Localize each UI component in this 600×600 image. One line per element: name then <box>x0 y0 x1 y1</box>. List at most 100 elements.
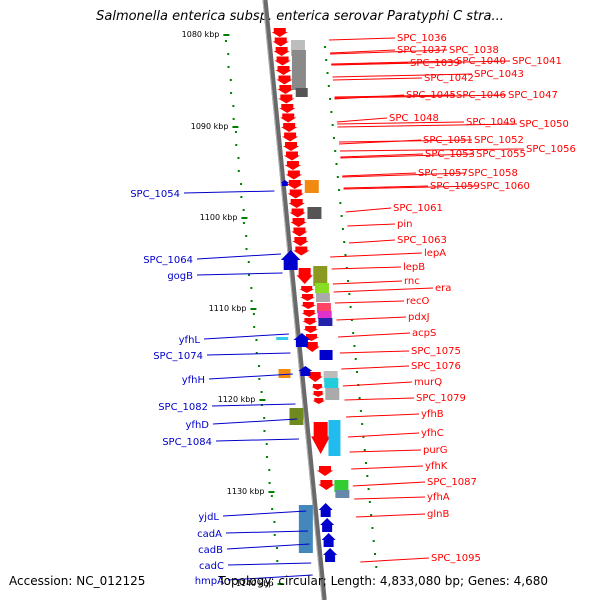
ruler-dot <box>247 261 250 263</box>
gene-label-forward: SPC_1060 <box>480 181 530 192</box>
gene-arrow-forward <box>280 123 298 132</box>
label-leader-line <box>334 94 507 99</box>
ruler-dot <box>329 98 332 100</box>
kbp-tick-label: 1140 kbp <box>236 579 274 588</box>
ruler-dot <box>343 241 346 243</box>
label-leader-line <box>330 49 448 55</box>
label-leader-line <box>339 350 410 354</box>
ruler-dot <box>371 527 374 529</box>
gene-label-forward: yfhK <box>425 461 448 472</box>
ruler-dot <box>276 547 279 549</box>
ruler-dot <box>265 443 268 445</box>
gene-arrow-reverse <box>298 366 313 376</box>
gene-label-reverse: cadC <box>199 561 224 572</box>
ruler-dot <box>245 235 248 237</box>
label-leader-line <box>212 418 298 425</box>
gene-arrow-forward <box>278 94 295 104</box>
label-leader-line <box>196 272 283 276</box>
ruler-dot <box>273 534 276 536</box>
ruler-dot <box>339 202 342 204</box>
gene-label-forward: SPC_1056 <box>526 144 576 155</box>
ruler-dot <box>263 430 266 432</box>
ruler-dot <box>224 40 227 42</box>
backbone-highlight <box>262 0 323 600</box>
gene-box <box>313 266 328 286</box>
gene-label-forward: recO <box>406 296 430 307</box>
ruler-dot <box>232 105 235 107</box>
gene-arrow-forward <box>279 104 296 113</box>
ruler-dot <box>323 46 326 48</box>
ruler-dot <box>344 254 347 256</box>
label-leader-line <box>347 223 396 227</box>
gene-label-forward: SPC_1047 <box>508 90 558 101</box>
gene-label-reverse: hmpA <box>195 576 224 587</box>
gene-arrow-forward <box>277 85 294 94</box>
kbp-tick-label: 1080 kbp <box>182 30 220 39</box>
gene-arrow-forward <box>303 326 319 333</box>
gene-label-forward: SPC_1052 <box>474 135 524 146</box>
ruler-dot <box>271 508 274 510</box>
ruler-dot <box>349 306 352 308</box>
ruler-dot <box>252 313 255 315</box>
ruler-dot <box>338 189 341 191</box>
gene-arrow-forward <box>307 372 323 382</box>
gene-label-forward: SPC_1087 <box>427 477 477 488</box>
ruler-dot <box>370 514 373 516</box>
gene-label-reverse: SPC_1064 <box>143 255 193 266</box>
gene-arrow-forward <box>288 199 305 208</box>
ruler-dot <box>358 397 361 399</box>
gene-box <box>316 303 331 313</box>
gene-label-forward: SPC_1076 <box>411 361 461 372</box>
gene-box <box>318 318 333 326</box>
gene-label-forward: SPC_1048 <box>389 113 439 124</box>
label-leader-line <box>333 287 434 293</box>
ruler-dot <box>367 488 370 490</box>
ruler-dot <box>276 560 279 562</box>
ruler-dot <box>250 287 253 289</box>
label-leader-line <box>330 252 423 258</box>
label-leader-line <box>211 403 296 407</box>
kbp-tick-mark <box>268 491 275 493</box>
gene-label-forward: yfhB <box>421 409 444 420</box>
gene-arrow-forward <box>301 310 317 317</box>
gene-label-forward: era <box>435 283 451 294</box>
gene-label-forward: SPC_1043 <box>474 69 524 80</box>
gene-arrow-forward <box>311 422 331 454</box>
ruler-dot <box>234 131 237 133</box>
ruler-dot <box>237 170 240 172</box>
gene-label-forward: SPC_1055 <box>476 149 526 160</box>
gene-arrow-forward <box>273 47 290 56</box>
ruler-dot <box>345 267 348 269</box>
label-leader-line <box>222 510 307 517</box>
ruler-dot <box>361 423 364 425</box>
gene-arrow-reverse <box>318 503 333 517</box>
kbp-tick-mark <box>277 583 284 585</box>
gene-box <box>289 408 304 425</box>
label-leader-line <box>343 185 479 190</box>
kbp-tick-mark <box>259 399 266 401</box>
gene-arrow-reverse <box>293 333 311 347</box>
gene-box <box>298 505 313 553</box>
ruler-dot <box>245 248 248 250</box>
ruler-dot <box>240 196 243 198</box>
gene-arrow-forward <box>283 151 301 161</box>
kbp-tick-label: 1100 kbp <box>200 213 238 222</box>
label-leader-line <box>360 557 430 563</box>
label-leader-line <box>183 190 275 194</box>
ruler-dot <box>258 365 261 367</box>
gene-label-reverse: cadB <box>198 545 223 556</box>
label-leader-line <box>334 94 455 98</box>
gene-label-reverse: gogB <box>167 271 193 282</box>
ruler-dot <box>356 371 359 373</box>
gene-label-forward: yfhC <box>421 428 444 439</box>
label-leader-line <box>342 172 467 178</box>
gene-box <box>276 337 289 340</box>
label-leader-line <box>332 73 473 78</box>
gene-label-reverse: yfhH <box>182 375 205 386</box>
ruler-dot <box>353 345 356 347</box>
gene-arrow-forward <box>318 480 335 490</box>
gene-arrow-forward <box>311 384 324 390</box>
gene-arrow-reverse <box>321 533 336 547</box>
gene-box <box>295 88 308 97</box>
